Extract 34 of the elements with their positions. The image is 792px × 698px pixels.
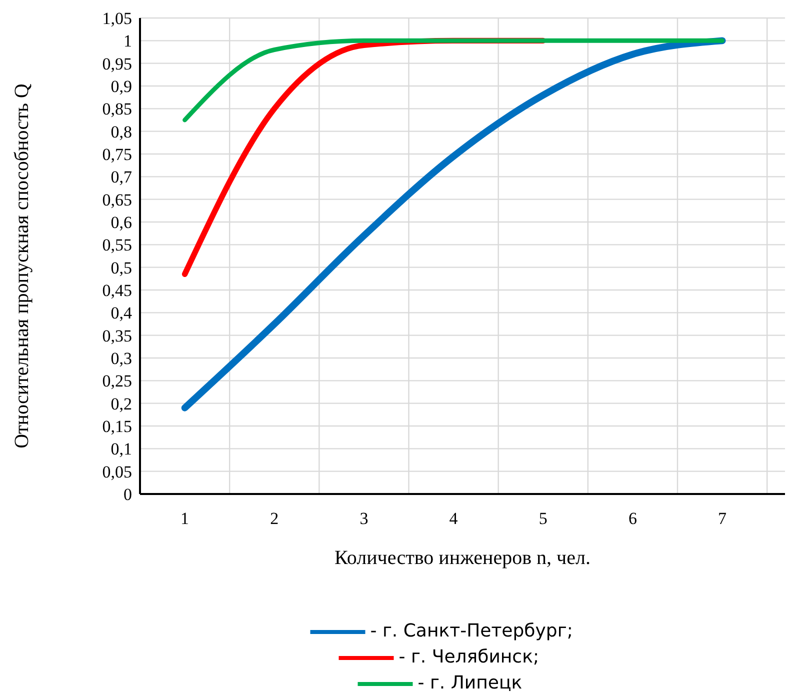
- legend-label: - г. Челябинск;: [398, 646, 540, 668]
- y-tick-label: 0,15: [102, 416, 132, 436]
- x-axis-title: Количество инженеров n, чел.: [334, 547, 590, 569]
- y-tick-label: 0,25: [102, 372, 132, 391]
- y-tick-label: 0,9: [110, 76, 132, 96]
- y-tick-label: 0,2: [110, 394, 132, 414]
- y-tick-label: 0,8: [110, 122, 132, 142]
- x-tick-label: 2: [270, 509, 279, 528]
- y-tick-label: 0,35: [102, 326, 132, 346]
- legend-label: - г. Липецк: [418, 672, 522, 694]
- y-tick-label: 0,7: [110, 168, 132, 187]
- y-tick-label: 0,05: [102, 462, 132, 482]
- x-tick-label: 6: [628, 509, 637, 528]
- y-tick-label: 0,45: [102, 280, 132, 300]
- x-tick-label: 4: [449, 509, 458, 528]
- y-tick-label: 0: [124, 484, 132, 504]
- x-tick-label: 1: [180, 509, 190, 528]
- y-tick-label: 0,65: [102, 190, 132, 210]
- legend-label: - г. Санкт-Петербург;: [370, 620, 573, 642]
- y-axis-title: Относительная пропускная способность Q: [11, 83, 33, 448]
- y-tick-label: 0,4: [110, 304, 132, 323]
- y-tick-label: 0,3: [110, 348, 132, 368]
- x-tick-label: 5: [538, 509, 548, 528]
- x-tick-label: 7: [718, 509, 728, 528]
- x-tick-label: 3: [360, 509, 368, 528]
- y-tick-label: 0,5: [110, 258, 132, 278]
- y-tick-label: 0,55: [102, 236, 132, 255]
- y-tick-label: 0,75: [102, 144, 132, 164]
- y-tick-label: 0,95: [102, 54, 132, 74]
- y-tick-label: 0,85: [102, 100, 132, 119]
- y-tick-label: 0,6: [110, 212, 132, 232]
- y-tick-label: 0,1: [110, 440, 132, 459]
- y-tick-label: 1,05: [102, 8, 132, 28]
- y-tick-label: 1: [124, 32, 132, 51]
